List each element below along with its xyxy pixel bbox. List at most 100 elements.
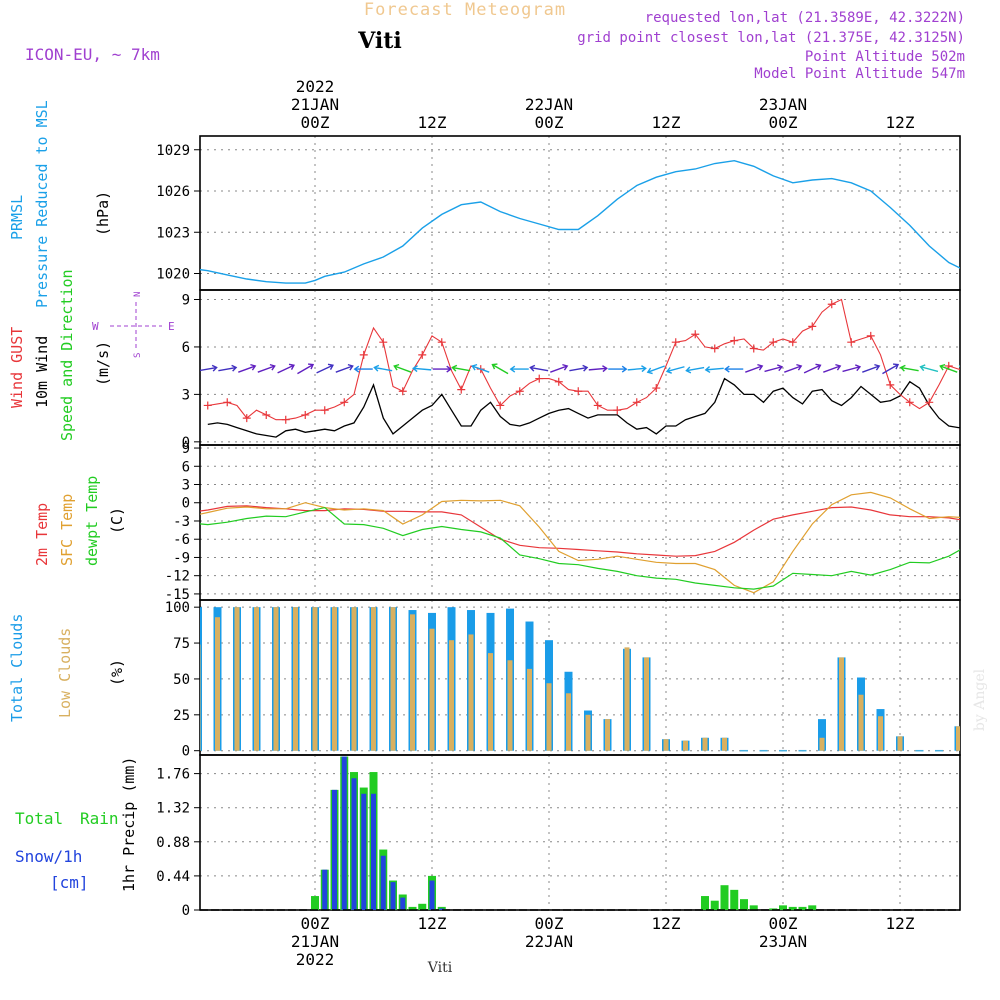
- snow-bar: [429, 880, 435, 910]
- legend-snow: Snow/1h: [15, 847, 82, 866]
- top-axis-label: 22JAN: [525, 95, 573, 114]
- station-name: Viti: [357, 28, 402, 54]
- y-tick-label: -9: [173, 550, 190, 566]
- gust-marker: [866, 331, 875, 340]
- arrow-head: [353, 365, 360, 373]
- y-tick-label: 0.88: [156, 835, 190, 851]
- gust-marker: [457, 385, 466, 394]
- rain-bar: [798, 906, 807, 910]
- low-cloud-bar: [956, 726, 960, 751]
- panels: 1020 1023 1026 1029 PRMSL Pressure Reduced to…: [8, 100, 992, 919]
- ylabel-dewpt: dewpt Temp: [83, 476, 101, 566]
- watermark: by Angel: [972, 668, 988, 731]
- model-label: ICON-EU, ~ 7km: [25, 45, 160, 64]
- top-axis-label: 00Z: [535, 113, 564, 132]
- y-tick-label: -3: [173, 514, 190, 530]
- snow-bar: [351, 778, 357, 910]
- wind-direction-arrow: [939, 363, 958, 373]
- panel-precip: 0 0.44 0.88 1.32 1.76 1hr Precip (mm) Total Rai…: [15, 754, 961, 919]
- wind-direction-arrow: [432, 365, 452, 373]
- gust-marker: [242, 414, 251, 423]
- low-cloud-bar: [507, 660, 513, 751]
- snow-bar: [371, 793, 376, 910]
- ylabel-precip: 1hr Precip (mm): [120, 757, 138, 892]
- low-cloud-bar: [429, 628, 435, 751]
- arrow-head: [250, 363, 257, 371]
- snow-bar: [390, 882, 396, 910]
- panel-frame: [199, 754, 961, 911]
- wind-direction-arrow: [550, 363, 569, 373]
- compass-n: N: [133, 292, 143, 297]
- y-tick-label: 25: [173, 708, 190, 724]
- gust-marker: [788, 338, 797, 347]
- chart-title: Forecast Meteogram: [364, 0, 566, 20]
- wind-direction-arrow: [704, 366, 724, 374]
- rain-bar: [418, 903, 427, 910]
- wind-direction-arrow: [471, 363, 490, 373]
- arrow-head: [307, 363, 315, 370]
- gust-marker: [808, 322, 817, 331]
- total-cloud-bar: [136, 698, 144, 751]
- arrow-head: [939, 363, 946, 371]
- y-tick-label: 1026: [156, 184, 190, 200]
- low-cloud-bar: [624, 647, 630, 751]
- arrow-shaft: [238, 365, 256, 373]
- gust-marker: [203, 401, 212, 410]
- low-cloud-bar: [254, 607, 259, 751]
- y-tick-label: 3: [182, 387, 190, 403]
- bottom-axis-label: 2022: [296, 950, 335, 969]
- snow-bar: [400, 897, 406, 910]
- ylabel-prmsl: PRMSL: [8, 195, 26, 240]
- gust-marker: [437, 338, 446, 347]
- top-axis-label: 00Z: [769, 113, 798, 132]
- arrow-head: [777, 364, 784, 372]
- snow-bar: [322, 869, 328, 910]
- low-cloud-bar: [312, 607, 318, 751]
- arrow-head: [446, 365, 452, 373]
- point-altitude: Point Altitude 502m: [805, 49, 965, 65]
- arrow-shaft: [920, 366, 939, 373]
- gust-marker: [847, 338, 856, 347]
- compass-rose: N W E S: [92, 292, 175, 358]
- panel-pressure: 1020 1023 1026 1029 PRMSL Pressure Reduced to…: [8, 100, 961, 308]
- gust-marker: [535, 374, 544, 383]
- gust-marker: [984, 359, 992, 367]
- arrow-shaft: [842, 366, 861, 373]
- wind-direction-arrow: [958, 365, 960, 368]
- low-cloud-bar: [702, 737, 708, 751]
- low-cloud-bar: [663, 739, 669, 751]
- bottom-axis-label: 00Z: [301, 914, 330, 933]
- wind-direction-arrow: [529, 364, 549, 372]
- wind-direction-arrow: [569, 364, 589, 372]
- y-tick-label: -6: [173, 532, 190, 548]
- gust-marker: [262, 410, 271, 419]
- ylabel-2m: 2m Temp: [33, 503, 51, 566]
- wind-direction-arrow: [238, 363, 257, 373]
- arrow-head: [646, 367, 653, 375]
- gust-marker: [593, 401, 602, 410]
- y-tick-label: 6: [182, 340, 190, 356]
- wind-direction-arrow: [200, 364, 218, 372]
- arrow-shaft: [297, 363, 314, 375]
- low-cloud-bar: [605, 719, 610, 751]
- arrow-shaft: [452, 366, 471, 372]
- wind-direction-arrow: [451, 364, 471, 372]
- low-cloud-bar: [878, 716, 883, 751]
- arrow-head: [704, 366, 711, 374]
- arrow-head: [582, 364, 589, 372]
- arrow-head: [665, 367, 672, 374]
- wind-direction-arrow: [373, 364, 393, 372]
- wind-direction-arrow: [665, 366, 685, 374]
- compass-s: S: [133, 353, 143, 358]
- y-tick-label: 6: [182, 459, 190, 475]
- low-cloud-bar: [585, 714, 591, 751]
- snow-bar: [332, 789, 337, 910]
- snow-bar: [341, 756, 347, 910]
- ylabel-total: Total Clouds: [8, 614, 26, 722]
- arrow-shaft: [200, 366, 217, 372]
- ylabel-speeddir: Speed and Direction: [58, 269, 76, 441]
- y-tick-label: 1.32: [156, 801, 190, 817]
- bottom-axis-label: 12Z: [418, 914, 447, 933]
- wind10m-line: [207, 377, 960, 438]
